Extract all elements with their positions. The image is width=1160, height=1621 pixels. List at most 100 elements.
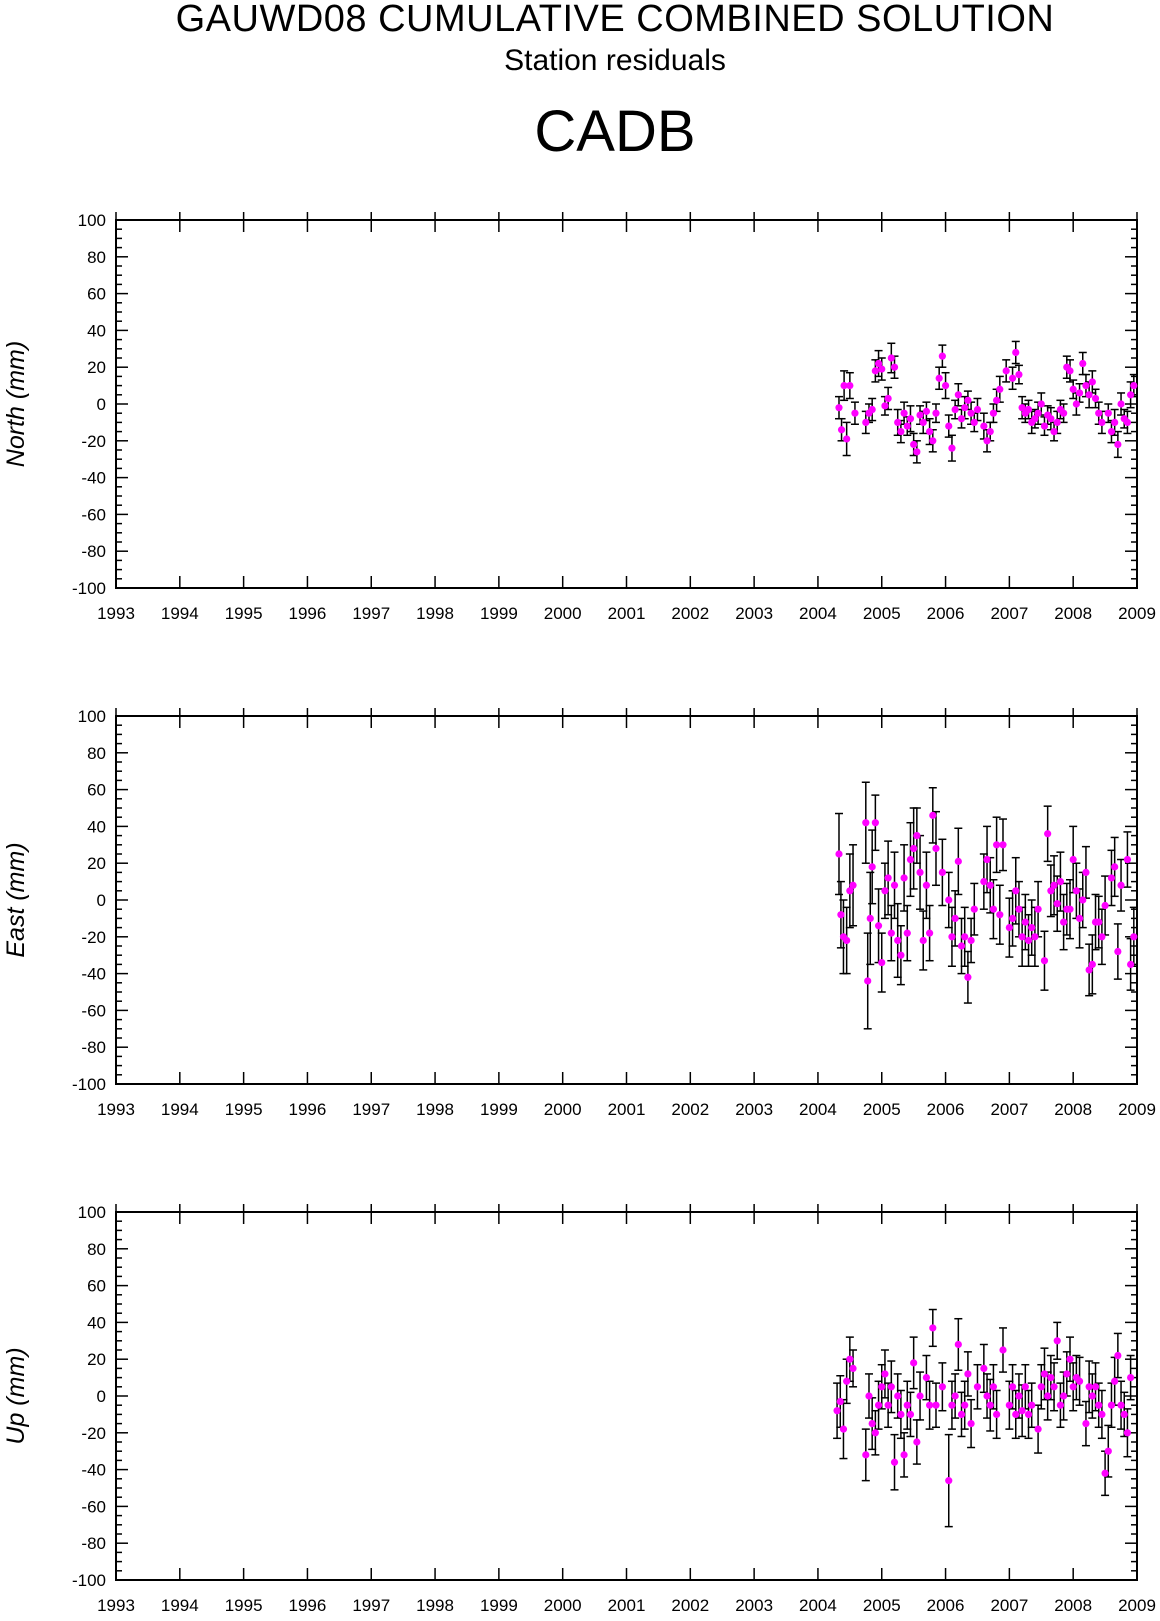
data-point [1104, 1447, 1112, 1455]
data-point [1069, 855, 1077, 864]
data-point [878, 958, 886, 967]
y-tick-label: -40 [81, 469, 106, 488]
y-tick-label: 100 [78, 1203, 106, 1222]
data-point [964, 396, 972, 404]
data-point [935, 374, 943, 382]
data-point [839, 1425, 848, 1433]
data-point [1079, 359, 1087, 368]
y-tick-label: 20 [87, 358, 106, 377]
data-point [1028, 924, 1036, 932]
data-point [957, 1410, 966, 1418]
y-tick-label: -100 [72, 1075, 106, 1094]
data-point [849, 881, 857, 889]
east-panel: 100 80 60 40 20 0 -20 -40 -60 -80 -100 1993 1994 1995… [2, 707, 1156, 1119]
data-point [1066, 1355, 1074, 1363]
data-point [1088, 1392, 1096, 1400]
data-point [1111, 863, 1119, 871]
data-point [837, 426, 846, 434]
data-point [957, 415, 966, 423]
y-tick-label: 100 [78, 211, 106, 230]
data-point [989, 1383, 998, 1391]
data-point [945, 1477, 953, 1485]
data-point [986, 428, 994, 436]
data-point [1107, 1401, 1116, 1409]
data-point [1069, 385, 1077, 393]
y-tick-label: 80 [87, 248, 106, 267]
data-point [868, 863, 876, 871]
y-tick-label: -20 [81, 1424, 106, 1443]
data-point [929, 811, 937, 819]
plot-frame [115, 219, 1138, 589]
data-point [1091, 1383, 1100, 1391]
data-point [954, 391, 962, 399]
y-tick-label: -80 [81, 542, 106, 561]
data-point [954, 857, 962, 865]
station-title: CADB [534, 99, 696, 164]
data-point [951, 914, 959, 923]
x-tick-label: 2007 [990, 1596, 1028, 1615]
data-point [1012, 348, 1020, 357]
data-point [837, 911, 845, 919]
data-point [1060, 1392, 1068, 1400]
data-point [887, 929, 895, 937]
data-point [1047, 1374, 1055, 1382]
data-point [913, 832, 921, 840]
y-tick-label: -20 [81, 432, 106, 451]
y-tick-label: -40 [81, 965, 106, 984]
x-tick-label: 1995 [225, 1596, 263, 1615]
x-tick-label: 2006 [927, 1100, 965, 1119]
data-point [1088, 960, 1096, 969]
data-point [894, 418, 902, 426]
data-point [1031, 415, 1039, 423]
data-point [1107, 428, 1116, 436]
x-tick-label: 2005 [863, 604, 901, 623]
data-point [929, 1324, 937, 1332]
data-point [922, 407, 931, 415]
data-point [938, 1383, 946, 1391]
x-tick-label: 2002 [671, 1100, 709, 1119]
data-point [846, 887, 854, 895]
x-tick-label: 2009 [1118, 604, 1156, 623]
data-point [910, 844, 918, 853]
data-point [1024, 405, 1033, 414]
x-tick-label: 1997 [352, 1100, 390, 1119]
data-point [932, 844, 940, 853]
data-point [1114, 440, 1122, 449]
data-point [833, 1407, 841, 1415]
data-point [871, 367, 879, 375]
data-point [1082, 1420, 1090, 1428]
data-point [1040, 1370, 1049, 1378]
data-point [835, 404, 843, 412]
data-point [851, 409, 859, 417]
data-point [1104, 409, 1112, 417]
up-panel: 100 80 60 40 20 0 -20 -40 -60 -80 -100 1993 1994 1995… [2, 1203, 1156, 1615]
x-tick-label: 2006 [927, 1596, 965, 1615]
data-point [1107, 874, 1116, 882]
data-point [1024, 936, 1033, 945]
data-point [900, 874, 908, 882]
y-tick-label: 60 [87, 781, 106, 800]
data-point [1075, 1377, 1084, 1385]
data-point [894, 1392, 902, 1400]
y-tick-label: -60 [81, 1497, 106, 1516]
data-point [881, 402, 889, 410]
data-point [1053, 418, 1061, 426]
data-point [1002, 367, 1010, 375]
data-point [1005, 1401, 1013, 1409]
y-tick-label: 80 [87, 744, 106, 763]
data-point [906, 1410, 915, 1418]
data-point [986, 1401, 994, 1409]
data-point [1123, 1429, 1132, 1437]
data-point [903, 929, 911, 937]
data-point [846, 382, 854, 390]
data-point [840, 382, 848, 390]
data-point [900, 1451, 908, 1459]
data-point [1075, 914, 1084, 923]
data-point [843, 435, 851, 443]
data-point [874, 359, 883, 368]
data-point [973, 1383, 982, 1391]
x-tick-label: 2003 [735, 1596, 773, 1615]
data-point [961, 933, 969, 941]
data-point [1127, 1374, 1135, 1382]
